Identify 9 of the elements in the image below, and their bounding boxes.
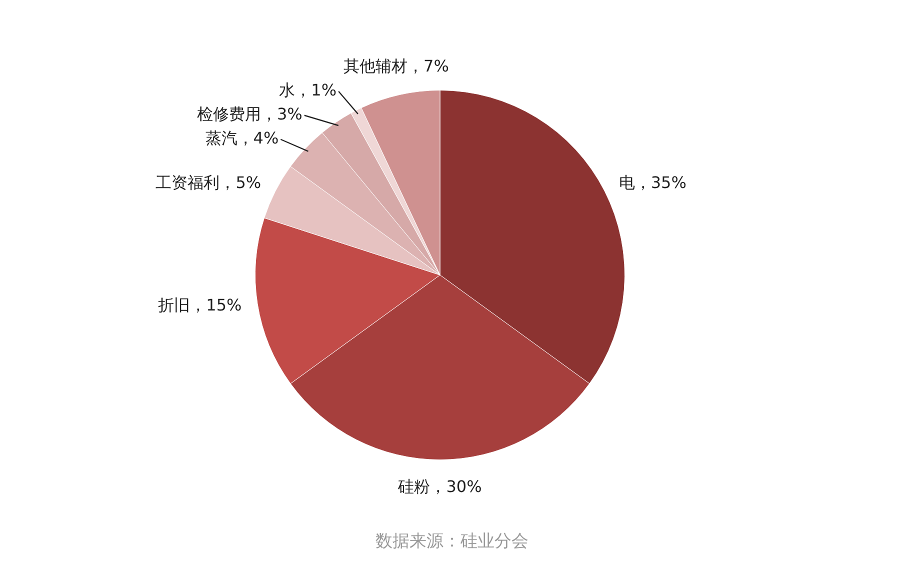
slice-label: 检修费用，3% bbox=[197, 104, 302, 124]
slice-label: 蒸汽，4% bbox=[205, 128, 279, 148]
source-note: 数据来源：硅业分会 bbox=[376, 531, 528, 552]
slice-label: 工资福利，5% bbox=[156, 173, 262, 192]
slice-label: 其他辅材，7% bbox=[344, 56, 449, 76]
slice-label: 水，1% bbox=[279, 80, 337, 100]
slice-label: 电，35% bbox=[618, 173, 686, 192]
slice-label: 硅粉，30% bbox=[397, 476, 482, 496]
slice-label: 折旧，15% bbox=[158, 296, 242, 315]
